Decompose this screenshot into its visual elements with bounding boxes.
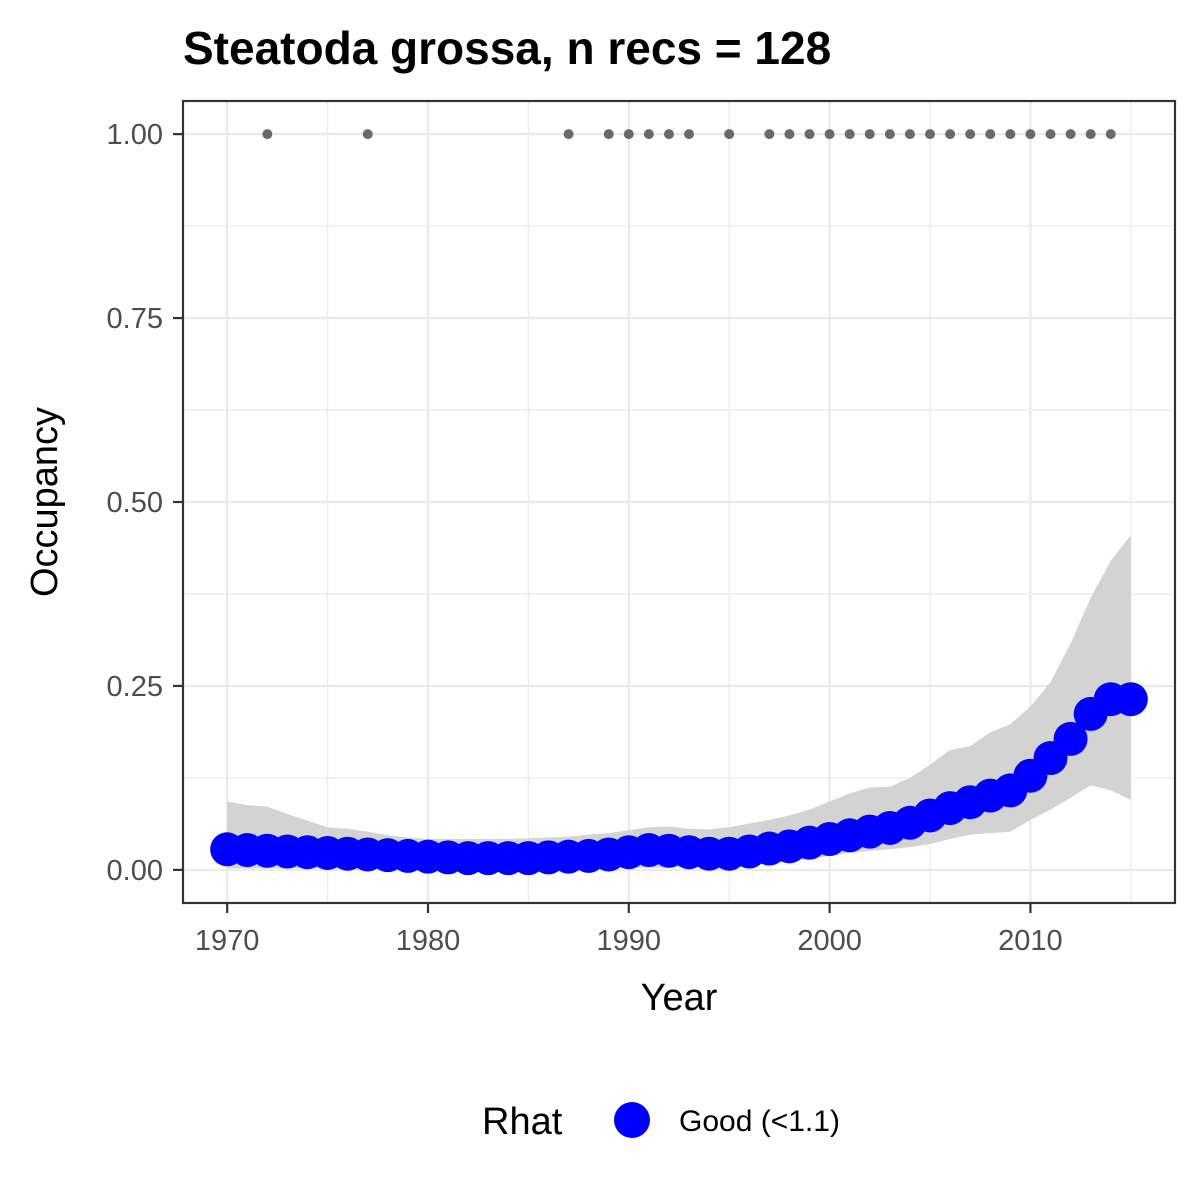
record-point (724, 129, 735, 140)
x-axis: 1970 1980 1990 2000 2010 (195, 903, 1063, 957)
record-point (1005, 129, 1016, 140)
record-point (1065, 129, 1076, 140)
legend-label-good: Good (<1.1) (679, 1105, 840, 1138)
record-point (1105, 129, 1116, 140)
record-point (985, 129, 996, 140)
record-point (643, 129, 654, 140)
legend-key-good (614, 1102, 650, 1138)
records-layer (262, 129, 1116, 140)
record-point (1085, 129, 1096, 140)
record-point (623, 129, 634, 140)
x-tick-label: 2010 (998, 925, 1063, 957)
y-tick-label: 0.00 (107, 855, 163, 887)
record-point (563, 129, 574, 140)
y-axis-title: Occupancy (24, 407, 66, 597)
record-point (864, 129, 875, 140)
x-axis-title: Year (641, 977, 718, 1019)
record-point (965, 129, 976, 140)
record-point (824, 129, 835, 140)
estimate-points-layer (210, 682, 1148, 876)
y-tick-label: 0.75 (107, 303, 163, 335)
record-point (925, 129, 936, 140)
record-point (663, 129, 674, 140)
record-point (262, 129, 273, 140)
legend: Rhat Good (<1.1) (482, 1101, 840, 1143)
estimate-point (1113, 682, 1148, 717)
estimate-point (1053, 721, 1088, 756)
x-tick-label: 1980 (396, 925, 461, 957)
x-tick-label: 1990 (597, 925, 662, 957)
record-point (904, 129, 915, 140)
y-tick-label: 0.25 (107, 671, 163, 703)
credible-interval-ribbon (227, 535, 1131, 869)
record-point (1045, 129, 1056, 140)
record-point (1025, 129, 1036, 140)
record-point (804, 129, 815, 140)
y-tick-label: 1.00 (107, 119, 163, 151)
record-point (945, 129, 956, 140)
record-point (362, 129, 373, 140)
record-point (684, 129, 695, 140)
x-tick-label: 2000 (797, 925, 862, 957)
record-point (884, 129, 895, 140)
record-point (603, 129, 614, 140)
legend-title: Rhat (482, 1101, 563, 1143)
record-point (784, 129, 795, 140)
credible-interval-layer (227, 535, 1131, 869)
chart-title: Steatoda grossa, n recs = 128 (183, 22, 831, 74)
record-point (764, 129, 775, 140)
x-tick-label: 1970 (195, 925, 260, 957)
y-axis: 0.00 0.25 0.50 0.75 1.00 (107, 119, 183, 887)
record-point (844, 129, 855, 140)
y-tick-label: 0.50 (107, 487, 163, 519)
